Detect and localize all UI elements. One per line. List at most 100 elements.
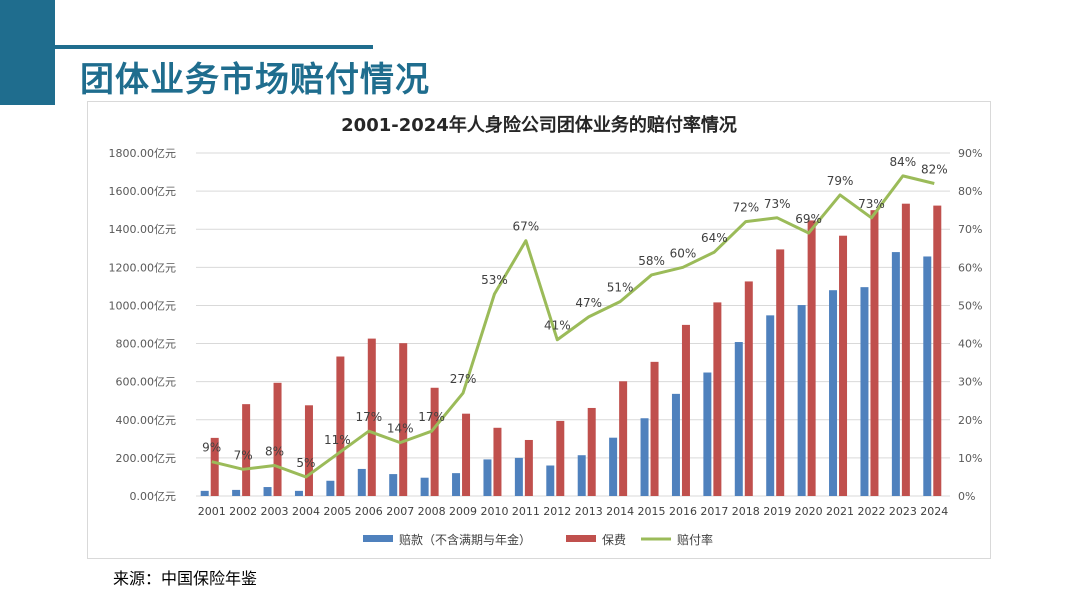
chart-title: 2001-2024年人身险公司团体业务的赔付率情况	[341, 114, 737, 136]
x-tick-label: 2008	[418, 505, 446, 518]
claims-bar	[577, 455, 586, 496]
ratio-data-label: 67%	[513, 220, 540, 234]
chart-frame: 2001-2024年人身险公司团体业务的赔付率情况 9% 7% 8% 5% 11% 17%…	[87, 101, 991, 559]
claims-bar	[797, 305, 806, 496]
ratio-line	[211, 174, 935, 479]
y-right-tick-label: 0%	[958, 490, 975, 503]
claims-bar	[703, 372, 712, 496]
accent-top-rule	[55, 45, 373, 49]
premium-bar	[304, 405, 313, 496]
premium-bar	[210, 437, 219, 496]
x-tick-label: 2006	[355, 505, 383, 518]
x-tick-label: 2017	[700, 505, 728, 518]
premium-bar	[807, 220, 816, 496]
line-layer	[211, 174, 935, 479]
ratio-data-label: 69%	[795, 212, 822, 226]
legend-premium-swatch	[566, 535, 596, 542]
y-right-tick-label: 10%	[958, 452, 982, 465]
claims-bar	[389, 474, 398, 496]
legend-layer: 赔款（不含满期与年金） 保费 赔付率	[363, 532, 713, 547]
x-tick-label: 2011	[512, 505, 540, 518]
premium-bar	[430, 387, 439, 496]
claims-bar	[294, 490, 303, 496]
claims-bar	[326, 480, 335, 496]
y-right-tick-label: 20%	[958, 414, 982, 427]
premium-bar	[776, 249, 785, 496]
ratio-data-label: 72%	[732, 201, 759, 215]
y-right-tick-label: 80%	[958, 185, 982, 198]
claims-bar	[514, 457, 523, 496]
claims-bar	[891, 252, 900, 496]
claims-bar	[860, 287, 869, 496]
y-right-tick-label: 50%	[958, 299, 982, 312]
ratio-data-label: 51%	[607, 281, 634, 295]
ratio-data-label: 14%	[387, 422, 414, 436]
claims-bar	[452, 473, 461, 496]
ratio-data-label: 53%	[481, 273, 508, 287]
ratio-data-label: 79%	[827, 174, 854, 188]
grid-layer	[196, 152, 950, 497]
premium-bar	[587, 407, 596, 496]
ratio-data-label: 73%	[764, 197, 791, 211]
label-layer: 9% 7% 8% 5% 11% 17% 14% 17% 27% 53% 67% 41% 47% 51% 58…	[202, 155, 947, 470]
x-tick-label: 2021	[826, 505, 854, 518]
ratio-data-label: 58%	[638, 254, 665, 268]
x-tick-label: 2010	[480, 505, 508, 518]
premium-bar	[870, 210, 879, 496]
y-left-tick-label: 800.00亿元	[116, 338, 177, 351]
ratio-data-label: 60%	[670, 246, 697, 260]
premium-bar	[650, 361, 659, 496]
accent-left-bar	[0, 0, 55, 105]
premium-bar	[681, 324, 690, 496]
claims-bar	[923, 256, 932, 496]
x-tick-label: 2015	[638, 505, 666, 518]
ratio-data-label: 9%	[202, 441, 221, 455]
ratio-data-label: 82%	[921, 162, 948, 176]
x-tick-label: 2018	[732, 505, 760, 518]
ratio-data-label: 17%	[355, 410, 382, 424]
claims-bar	[766, 315, 775, 496]
premium-bar	[744, 281, 753, 496]
legend-claims-swatch	[363, 535, 393, 542]
y-right-tick-label: 30%	[958, 376, 982, 389]
page-title: 团体业务市场赔付情况	[80, 60, 430, 100]
ratio-data-label: 7%	[234, 448, 253, 462]
x-tick-label: 2022	[857, 505, 885, 518]
legend-ratio-label: 赔付率	[677, 532, 713, 547]
ratio-data-label: 64%	[701, 231, 728, 245]
premium-bar	[619, 381, 628, 496]
x-tick-label: 2002	[229, 505, 257, 518]
ratio-data-label: 8%	[265, 445, 284, 459]
x-tick-label: 2001	[198, 505, 226, 518]
claims-bar	[357, 468, 366, 496]
premium-bar	[556, 420, 565, 496]
y-left-tick-label: 200.00亿元	[116, 452, 177, 465]
legend-claims-label: 赔款（不含满期与年金）	[399, 532, 531, 547]
y-left-tick-label: 400.00亿元	[116, 414, 177, 427]
premium-bar	[462, 413, 471, 496]
x-tick-label: 2014	[606, 505, 634, 518]
y-right-tick-label: 70%	[958, 223, 982, 236]
y-left-tick-label: 600.00亿元	[116, 376, 177, 389]
y-left-tick-label: 1800.00亿元	[109, 147, 177, 160]
premium-bar	[336, 356, 345, 496]
x-tick-label: 2016	[669, 505, 697, 518]
x-tick-label: 2007	[386, 505, 414, 518]
premium-bar	[524, 439, 533, 496]
x-tick-label: 2024	[920, 505, 948, 518]
bar-layer	[200, 203, 942, 496]
x-tick-label: 2023	[889, 505, 917, 518]
x-tick-label: 2005	[323, 505, 351, 518]
x-tick-label: 2020	[795, 505, 823, 518]
legend-premium-label: 保费	[602, 533, 626, 547]
premium-bar	[839, 235, 848, 496]
claims-bar	[232, 489, 241, 496]
y-left-tick-label: 0.00亿元	[130, 490, 177, 503]
x-tick-label: 2009	[449, 505, 477, 518]
claims-bar	[546, 465, 555, 496]
premium-bar	[242, 404, 251, 496]
x-tick-label: 2019	[763, 505, 791, 518]
premium-bar	[901, 203, 910, 496]
ratio-data-label: 11%	[324, 433, 351, 447]
claims-bar	[609, 437, 618, 496]
